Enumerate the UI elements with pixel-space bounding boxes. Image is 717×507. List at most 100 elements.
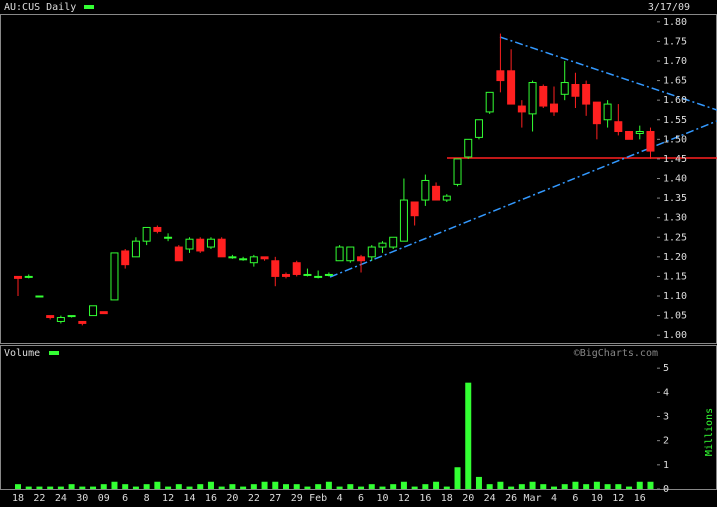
candle-body: [432, 185, 441, 201]
y-tick-label: 1.40: [663, 174, 687, 185]
x-tick-label: 18: [12, 493, 24, 504]
volume-bar: [529, 481, 536, 489]
volume-bar: [68, 484, 75, 489]
volume-bar: [626, 486, 633, 489]
volume-bar: [615, 484, 622, 489]
volume-bar: [100, 484, 107, 489]
y-tick-label: 1.60: [663, 95, 687, 106]
candle-body: [56, 317, 65, 322]
x-tick-label: 22: [248, 493, 260, 504]
x-tick-label: 09: [98, 493, 110, 504]
volume-bar: [57, 486, 64, 489]
x-tick-label: 16: [205, 493, 217, 504]
y-tick-label: 5: [663, 363, 669, 374]
legend-swatch: [49, 351, 59, 355]
candle-body: [550, 103, 558, 113]
candle-body: [357, 256, 366, 262]
x-tick-label: Feb: [309, 493, 327, 504]
candle-body: [635, 131, 644, 134]
volume-bar: [175, 484, 182, 489]
volume-bar: [261, 481, 268, 489]
volume-bar: [218, 486, 225, 489]
volume-bar: [143, 484, 150, 489]
candle-body: [217, 238, 226, 258]
x-tick-label: 26: [505, 493, 517, 504]
volume-bar: [325, 481, 332, 489]
y-tick-label: 1.20: [663, 252, 687, 263]
volume-bar: [379, 486, 386, 489]
volume-bar: [15, 484, 21, 489]
candle-body: [560, 82, 569, 95]
x-tick-label: 12: [162, 493, 174, 504]
candle-body: [142, 226, 151, 242]
x-tick-label: 6: [122, 493, 128, 504]
volume-bar: [336, 486, 343, 489]
volume-bar: [475, 476, 482, 489]
candle-body: [442, 195, 451, 201]
volume-bar: [111, 481, 118, 489]
trend-line: [499, 36, 717, 111]
candle-body: [582, 84, 591, 105]
candle-body: [35, 295, 44, 298]
candle-body: [89, 305, 98, 317]
y-tick-label: 0: [663, 484, 669, 495]
volume-bar: [315, 484, 322, 489]
volume-bar: [165, 486, 172, 489]
volume-bar: [508, 486, 515, 489]
x-tick-label: 6: [358, 493, 364, 504]
volume-bar: [422, 484, 429, 489]
y-tick-label: 1.75: [663, 36, 687, 47]
candle-body: [78, 320, 87, 324]
volume-bar: [572, 481, 579, 489]
candle-body: [603, 103, 612, 121]
candle-body: [517, 105, 526, 113]
candle-body: [464, 138, 473, 158]
volume-bar: [604, 484, 611, 489]
x-tick-label: 6: [572, 493, 578, 504]
y-tick-label: 1.05: [663, 311, 687, 322]
candle-body: [292, 262, 301, 275]
candle-body: [571, 84, 580, 97]
candle-body: [174, 246, 183, 262]
candle-body: [453, 158, 462, 185]
candle-body: [496, 70, 505, 82]
candle-body: [121, 250, 130, 266]
candle-body: [282, 273, 290, 277]
x-tick-label: 29: [291, 493, 303, 504]
volume-bar: [454, 467, 461, 489]
volume-bar: [90, 486, 97, 489]
volume-bar: [47, 486, 54, 489]
candle-body: [206, 238, 215, 248]
volume-bar: [304, 486, 311, 489]
candle-body: [131, 240, 140, 258]
candle-body: [474, 119, 483, 138]
volume-bar: [390, 484, 397, 489]
candle-body: [260, 256, 269, 260]
volume-bar: [518, 484, 525, 489]
candle-body: [164, 236, 173, 239]
candle-body: [271, 260, 280, 277]
y-tick-label: 4: [663, 387, 669, 398]
y-tick-label: 1.15: [663, 271, 687, 282]
candle-body: [389, 236, 398, 248]
x-tick-label: 14: [183, 493, 195, 504]
volume-bar: [240, 486, 247, 489]
candle-body: [528, 82, 537, 115]
y-tick-label: 1.10: [663, 291, 687, 302]
candle-body: [592, 101, 601, 125]
volume-bar: [433, 481, 440, 489]
volume-bar: [443, 486, 450, 489]
volume-bar: [154, 481, 161, 489]
candle-body: [539, 85, 548, 107]
y-tick-label: 1.30: [663, 213, 687, 224]
candle-body: [367, 246, 376, 258]
candle-body: [14, 275, 22, 279]
y-tick-label: 1: [663, 460, 669, 471]
y-tick-label: 1.80: [663, 17, 687, 28]
y-tick-label: 1.00: [663, 330, 687, 341]
candle-body: [249, 256, 258, 264]
chart-date: 3/17/09: [648, 2, 690, 13]
candle-body: [67, 315, 76, 318]
